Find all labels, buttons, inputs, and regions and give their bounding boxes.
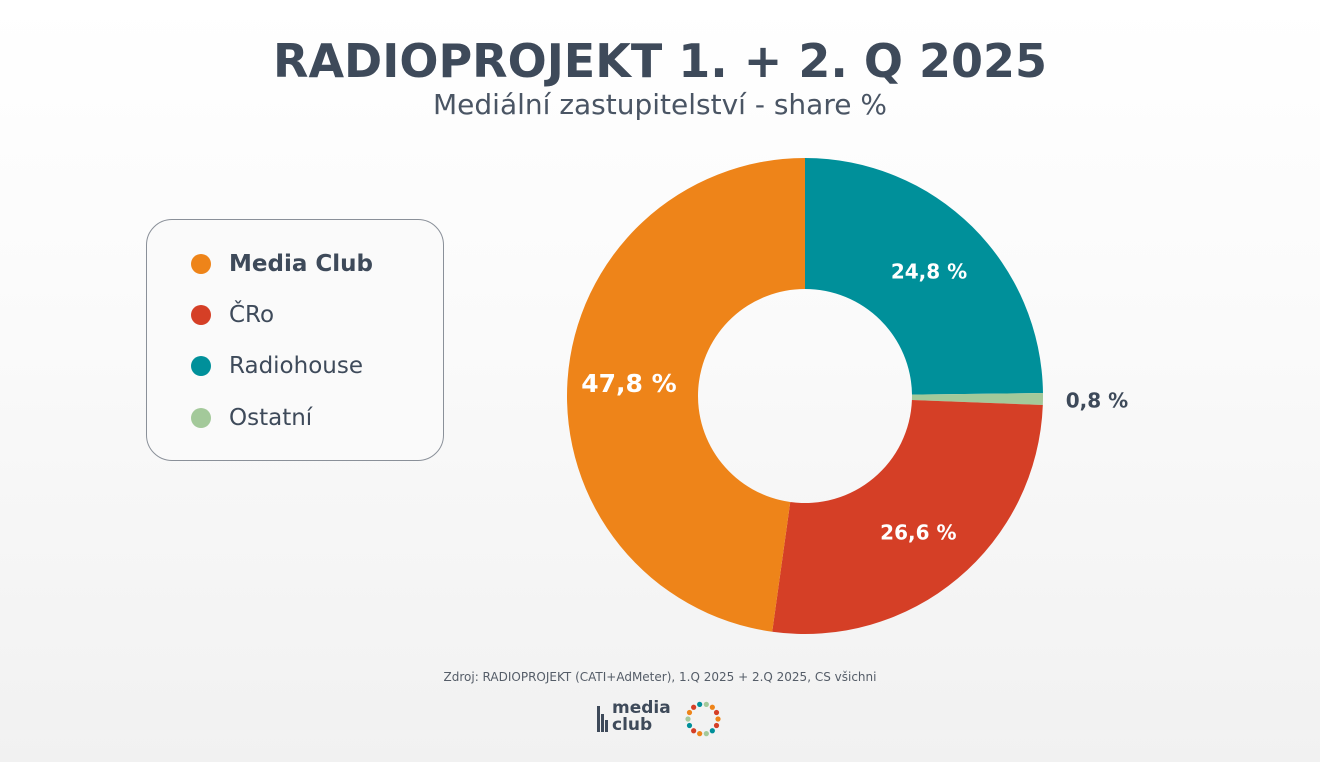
legend-swatch-cro	[191, 305, 211, 325]
logo-dot	[697, 731, 703, 737]
logo-dot	[713, 722, 720, 729]
logo-dot	[709, 704, 715, 710]
data-label-radiohouse: 24,8 %	[891, 259, 967, 283]
logo-dot-ring-icon	[685, 701, 721, 737]
source-note: Zdroj: RADIOPROJEKT (CATI+AdMeter), 1.Q …	[443, 670, 877, 684]
logo-text: media club	[612, 700, 671, 734]
legend-label-radiohouse: Radiohouse	[229, 353, 363, 379]
logo-dot	[709, 728, 715, 734]
legend-swatch-ostatni	[191, 408, 211, 428]
data-label-cro: 26,6 %	[880, 520, 956, 544]
logo-dot	[686, 722, 693, 729]
logo-dot	[697, 701, 703, 707]
legend-label-ostatni: Ostatní	[229, 405, 313, 431]
logo-dot	[691, 728, 697, 734]
logo-dot	[686, 709, 693, 716]
logo-dot	[703, 701, 709, 707]
chart-subtitle: Mediální zastupitelství - share %	[433, 88, 887, 121]
logo-dot	[691, 704, 697, 710]
legend-label-media-club: Media Club	[229, 251, 373, 277]
logo-dot	[685, 716, 691, 722]
legend-item-radiohouse: Radiohouse	[191, 350, 363, 382]
logo-text-line1: media	[612, 698, 671, 718]
slice-cro	[772, 400, 1043, 634]
donut-chart: 24,8 % 0,8 % 26,6 % 47,8 %	[566, 158, 1128, 634]
slice-media-club	[566, 158, 805, 632]
legend-swatch-radiohouse	[191, 356, 211, 376]
legend-item-cro: ČRo	[191, 299, 274, 331]
logo-bars-icon	[597, 706, 608, 732]
data-label-media-club: 47,8 %	[581, 369, 676, 398]
legend-item-ostatni: Ostatní	[191, 402, 312, 434]
chart-title: RADIOPROJEKT 1. + 2. Q 2025	[273, 34, 1047, 88]
legend-item-media-club: Media Club	[191, 248, 373, 280]
slice-radiohouse	[805, 158, 1043, 395]
media-club-logo: media club	[594, 696, 734, 742]
logo-dot	[715, 716, 721, 722]
data-label-ostatni: 0,8 %	[1066, 389, 1128, 413]
logo-dot	[703, 731, 709, 737]
logo-dot	[713, 709, 720, 716]
slice-ostatni	[911, 393, 1043, 405]
legend-label-cro: ČRo	[229, 302, 275, 328]
logo-text-line2: club	[612, 715, 653, 735]
legend: Media Club ČRo Radiohouse Ostatní	[146, 219, 444, 461]
legend-swatch-media-club	[191, 254, 211, 274]
